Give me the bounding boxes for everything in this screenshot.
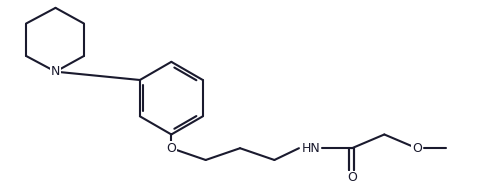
Text: O: O bbox=[411, 142, 421, 155]
Text: O: O bbox=[166, 142, 176, 155]
Text: HN: HN bbox=[301, 142, 319, 155]
Text: N: N bbox=[51, 65, 60, 78]
Text: O: O bbox=[346, 171, 356, 184]
